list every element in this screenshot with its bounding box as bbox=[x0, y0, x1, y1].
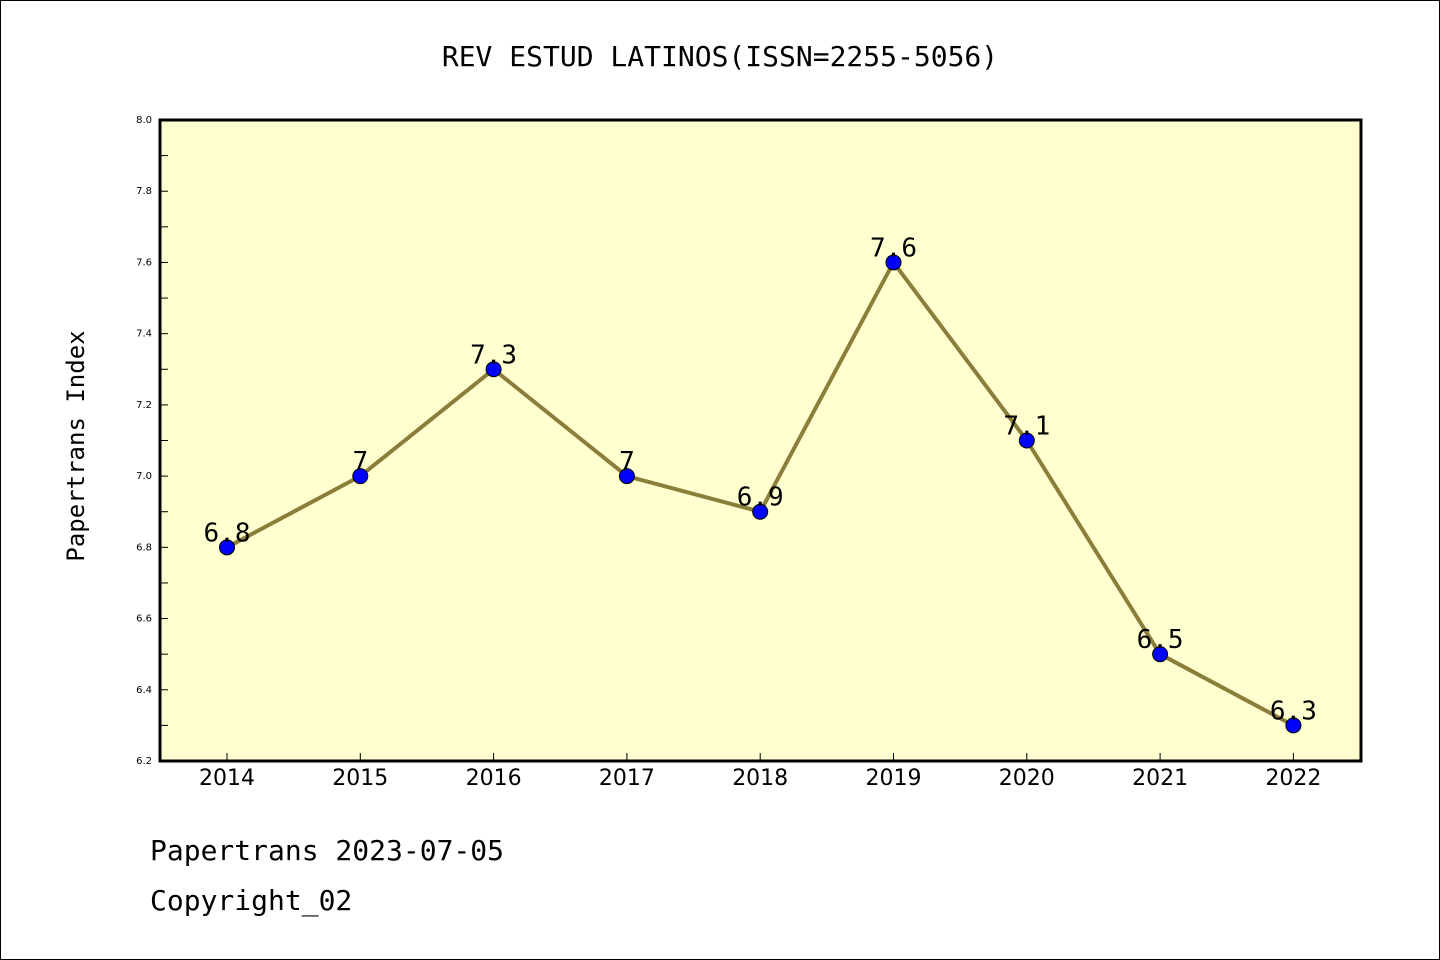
x-axis-ticks: 2014 2015 2016 2017 2018 2019 2020 2021 2022 bbox=[199, 753, 1321, 791]
data-value-label: 6.3 bbox=[1270, 696, 1317, 726]
data-point-marker bbox=[219, 539, 235, 556]
y-tick-label: 7.0 bbox=[136, 471, 152, 482]
data-value-label: 7.1 bbox=[1003, 412, 1050, 442]
x-tick-label: 2019 bbox=[866, 766, 922, 791]
data-value-label: 7.6 bbox=[870, 233, 917, 263]
x-tick-label: 2020 bbox=[999, 766, 1055, 791]
y-tick-label: 7.6 bbox=[136, 257, 152, 268]
footer-copyright-text: Copyright_02 bbox=[150, 884, 353, 917]
y-tick-label: 7.2 bbox=[136, 400, 152, 411]
data-point-marker bbox=[1152, 646, 1169, 663]
data-point-marker bbox=[885, 254, 902, 271]
data-value-label: 6.9 bbox=[737, 483, 784, 513]
data-value-label: 7.3 bbox=[470, 340, 517, 370]
data-markers bbox=[219, 254, 1302, 734]
x-tick-label: 2022 bbox=[1265, 766, 1321, 791]
data-point-marker bbox=[1285, 717, 1302, 734]
x-tick-label: 2021 bbox=[1132, 766, 1188, 791]
y-tick-label: 6.8 bbox=[136, 542, 152, 553]
x-tick-label: 2017 bbox=[599, 766, 655, 791]
x-tick-label: 2016 bbox=[466, 766, 522, 791]
y-tick-label: 6.6 bbox=[136, 614, 152, 625]
y-tick-label: 7.8 bbox=[136, 186, 152, 197]
data-value-label: 6.8 bbox=[204, 518, 251, 548]
data-point-marker bbox=[752, 503, 769, 520]
footer-date-text: Papertrans 2023-07-05 bbox=[150, 834, 505, 867]
data-labels: 6.8 7 7.3 7 6.9 7.6 7.1 6.5 6.3 bbox=[204, 233, 1317, 726]
data-value-label: 7 bbox=[352, 447, 368, 477]
data-point-marker bbox=[1018, 432, 1035, 449]
data-point-marker bbox=[618, 468, 635, 485]
y-tick-label: 6.2 bbox=[136, 756, 152, 767]
data-point-marker bbox=[485, 361, 502, 378]
x-tick-label: 2014 bbox=[199, 766, 255, 791]
y-tick-label: 7.4 bbox=[136, 329, 152, 340]
x-tick-label: 2015 bbox=[332, 766, 388, 791]
y-tick-label: 8.0 bbox=[136, 115, 152, 126]
plot-border bbox=[158, 118, 1363, 763]
data-value-label: 6.5 bbox=[1137, 625, 1184, 655]
x-tick-label: 2018 bbox=[732, 766, 788, 791]
y-axis-label: Papertrans Index bbox=[62, 330, 90, 561]
data-value-label: 7 bbox=[619, 447, 635, 477]
chart-title: REV ESTUD LATINOS(ISSN=2255-5056) bbox=[442, 40, 998, 73]
data-point-marker bbox=[352, 468, 369, 485]
y-tick-label: 6.4 bbox=[136, 685, 152, 696]
